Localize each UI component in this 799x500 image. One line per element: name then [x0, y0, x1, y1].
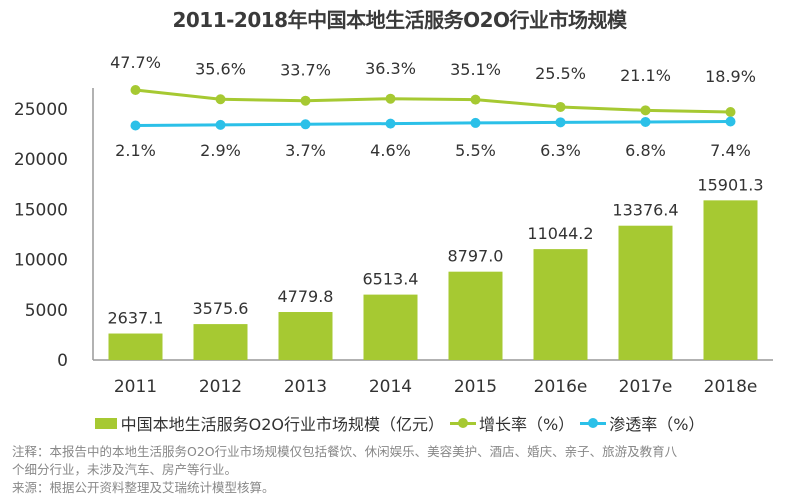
line-marker-icon — [449, 417, 476, 429]
x-tick-labels: 2011 2012 2013 2014 2015 2016e 2017e 2018e — [114, 377, 758, 397]
series-point — [385, 93, 396, 104]
series-line — [135, 88, 731, 114]
bar-data-label: 4779.8 — [278, 287, 334, 306]
bar — [363, 294, 418, 360]
series-point — [215, 94, 226, 105]
y-tick-labels: 0 5000 10000 15000 20000 25000 — [14, 100, 68, 371]
bar — [533, 249, 588, 360]
line-data-label: 4.6% — [370, 141, 411, 160]
bars — [108, 200, 758, 360]
series-point — [300, 95, 311, 106]
legend-item-market-size[interactable]: 中国本地生活服务O2O行业市场规模（亿元） — [94, 411, 444, 435]
bar-data-label: 13376.4 — [612, 201, 678, 220]
bar-data-label: 15901.3 — [697, 175, 763, 194]
y-tick-label: 20000 — [14, 150, 68, 170]
line-data-label: 36.3% — [365, 59, 416, 78]
line-data-label: 2.9% — [200, 141, 241, 160]
series-point — [555, 117, 566, 128]
x-tick-label: 2015 — [454, 377, 497, 397]
series-point — [555, 101, 566, 112]
bar-data-label: 6513.4 — [363, 270, 419, 289]
line-data-label: 5.5% — [455, 141, 496, 160]
x-tick-label: 2017e — [619, 377, 673, 397]
line-data-label: 3.7% — [285, 141, 326, 160]
bar — [193, 324, 248, 360]
line-data-label: 35.6% — [195, 60, 246, 79]
legend-item-growth[interactable]: 增长率（%） — [449, 411, 575, 435]
bar — [448, 271, 503, 360]
bar-swatch-icon — [94, 417, 117, 429]
series-point — [725, 107, 736, 117]
legend-label-growth: 增长率（%） — [478, 415, 575, 434]
line-data-label: 35.1% — [450, 60, 501, 79]
series-point — [640, 105, 651, 116]
y-tick-label: 10000 — [14, 251, 68, 271]
footnotes: 注释：本报告中的本地生活服务O2O行业市场规模仅包括餐饮、休闲娱乐、美容美护、酒… — [12, 443, 792, 497]
series-point — [130, 120, 141, 131]
series-point — [300, 119, 311, 130]
x-tick-label: 2016e — [534, 377, 588, 397]
line-series — [130, 85, 736, 131]
y-tick-label: 15000 — [14, 200, 68, 220]
bar — [703, 200, 758, 360]
note-line-2: 个细分行业，未涉及汽车、房产等行业。 — [12, 462, 238, 477]
x-tick-label: 2018e — [704, 377, 758, 397]
series-line — [135, 120, 731, 127]
x-tick-label: 2012 — [199, 377, 242, 397]
line-data-label: 6.8% — [625, 141, 666, 160]
line-data-label: 7.4% — [710, 141, 751, 160]
line-data-label: 2.1% — [115, 141, 156, 160]
legend: 中国本地生活服务O2O行业市场规模（亿元） 增长率（%） 渗透率（%） — [0, 411, 799, 435]
line-data-label: 18.9% — [705, 67, 756, 86]
y-tick-label: 25000 — [14, 100, 68, 120]
bar-data-label: 3575.6 — [193, 299, 249, 318]
bar — [618, 225, 673, 360]
series-point — [130, 85, 141, 95]
y-tick-label: 5000 — [25, 301, 68, 321]
bar-data-label: 8797.0 — [448, 247, 504, 266]
x-tick-label: 2013 — [284, 377, 327, 397]
line-marker-icon — [580, 417, 607, 429]
bar-data-label: 11044.2 — [527, 224, 593, 243]
line-data-label: 25.5% — [535, 64, 586, 83]
chart-svg: 0 5000 10000 15000 20000 25000 2637.1 3575.6 47… — [14, 53, 773, 397]
series-point — [470, 94, 481, 105]
bar — [278, 312, 333, 360]
line-data-labels: 47.7% 35.6% 33.7% 36.3% 35.1% 25.5% 21.1% 18.9%… — [110, 53, 756, 160]
series-point — [470, 117, 481, 128]
line-data-label: 21.1% — [620, 66, 671, 85]
bar-data-labels: 2637.1 3575.6 4779.8 6513.4 8797.0 11044.2 133… — [108, 175, 764, 327]
series-point — [215, 119, 226, 130]
line-data-label: 33.7% — [280, 60, 331, 79]
line-data-label: 6.3% — [540, 141, 581, 160]
line-data-label: 47.7% — [110, 53, 161, 72]
legend-label-penetration: 渗透率（%） — [609, 415, 705, 434]
note-line-1: 注释：本报告中的本地生活服务O2O行业市场规模仅包括餐饮、休闲娱乐、美容美护、酒… — [12, 444, 678, 459]
x-tick-label: 2011 — [114, 377, 157, 397]
legend-item-penetration[interactable]: 渗透率（%） — [580, 411, 704, 435]
source-line: 来源：根据公开资料整理及艾瑞统计模型核算。 — [12, 480, 275, 495]
series-point — [385, 118, 396, 129]
y-tick-label: 0 — [57, 351, 68, 371]
bar-data-label: 2637.1 — [108, 309, 164, 328]
series-point — [725, 116, 736, 127]
x-tick-label: 2014 — [369, 377, 412, 397]
series-point — [640, 116, 651, 127]
chart-title: 2011-2018年中国本地生活服务O2O行业市场规模 — [172, 8, 627, 32]
bar — [108, 333, 163, 360]
legend-label-market-size: 中国本地生活服务O2O行业市场规模（亿元） — [120, 415, 444, 434]
